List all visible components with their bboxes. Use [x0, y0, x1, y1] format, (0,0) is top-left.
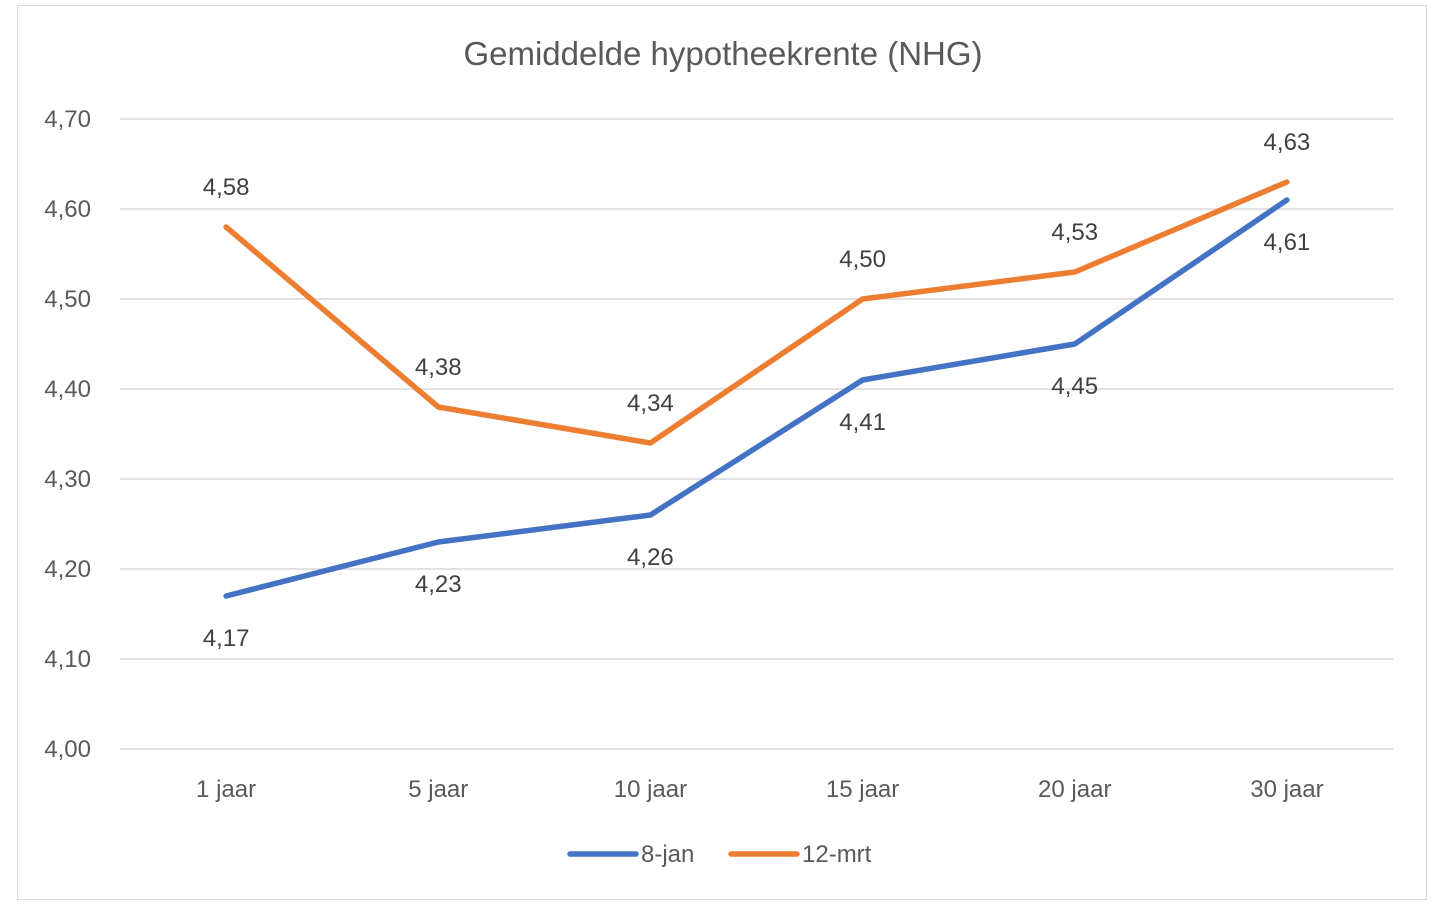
series-line-0	[223, 197, 1290, 599]
series-line-1	[223, 179, 1290, 446]
data-labels: 4,17 4,23 4,26 4,41 4,45 4,61 4,58 4,38 4,34 4,50…	[203, 129, 1311, 652]
data-label: 4,26	[627, 544, 674, 571]
y-tick-label: 4,60	[44, 196, 91, 223]
chart-title: Gemiddelde hypotheekrente (NHG)	[463, 35, 982, 72]
data-label: 4,50	[839, 246, 886, 273]
x-tick-label: 15 jaar	[826, 776, 899, 803]
y-tick-label: 4,70	[44, 106, 91, 133]
y-tick-label: 4,40	[44, 376, 91, 403]
x-tick-label: 1 jaar	[196, 776, 256, 803]
x-axis-ticks: 1 jaar 5 jaar 10 jaar 15 jaar 20 jaar 30 jaar	[196, 776, 1324, 803]
data-label: 4,34	[627, 390, 674, 417]
data-label: 4,58	[203, 174, 250, 201]
y-tick-label: 4,00	[44, 736, 91, 763]
y-tick-label: 4,20	[44, 556, 91, 583]
data-label: 4,63	[1264, 129, 1311, 156]
y-axis-ticks: 4,00 4,10 4,20 4,30 4,40 4,50 4,60 4,70	[44, 106, 91, 763]
legend-label-0: 8-jan	[641, 841, 694, 868]
x-tick-label: 20 jaar	[1038, 776, 1111, 803]
data-label: 4,61	[1264, 229, 1311, 256]
legend-label-1: 12-mrt	[802, 841, 872, 868]
data-label: 4,41	[839, 409, 886, 436]
grid-lines	[120, 118, 1393, 750]
data-label: 4,38	[415, 354, 462, 381]
data-label: 4,53	[1051, 219, 1098, 246]
chart-frame	[17, 5, 1427, 900]
series-lines	[223, 179, 1290, 599]
legend: 8-jan 12-mrt	[567, 841, 872, 868]
x-tick-label: 10 jaar	[614, 776, 687, 803]
y-tick-label: 4,50	[44, 286, 91, 313]
x-tick-label: 30 jaar	[1250, 776, 1323, 803]
x-tick-label: 5 jaar	[408, 776, 468, 803]
y-tick-label: 4,10	[44, 646, 91, 673]
data-label: 4,45	[1051, 373, 1098, 400]
y-tick-label: 4,30	[44, 466, 91, 493]
data-label: 4,23	[415, 571, 462, 598]
data-label: 4,17	[203, 625, 250, 652]
